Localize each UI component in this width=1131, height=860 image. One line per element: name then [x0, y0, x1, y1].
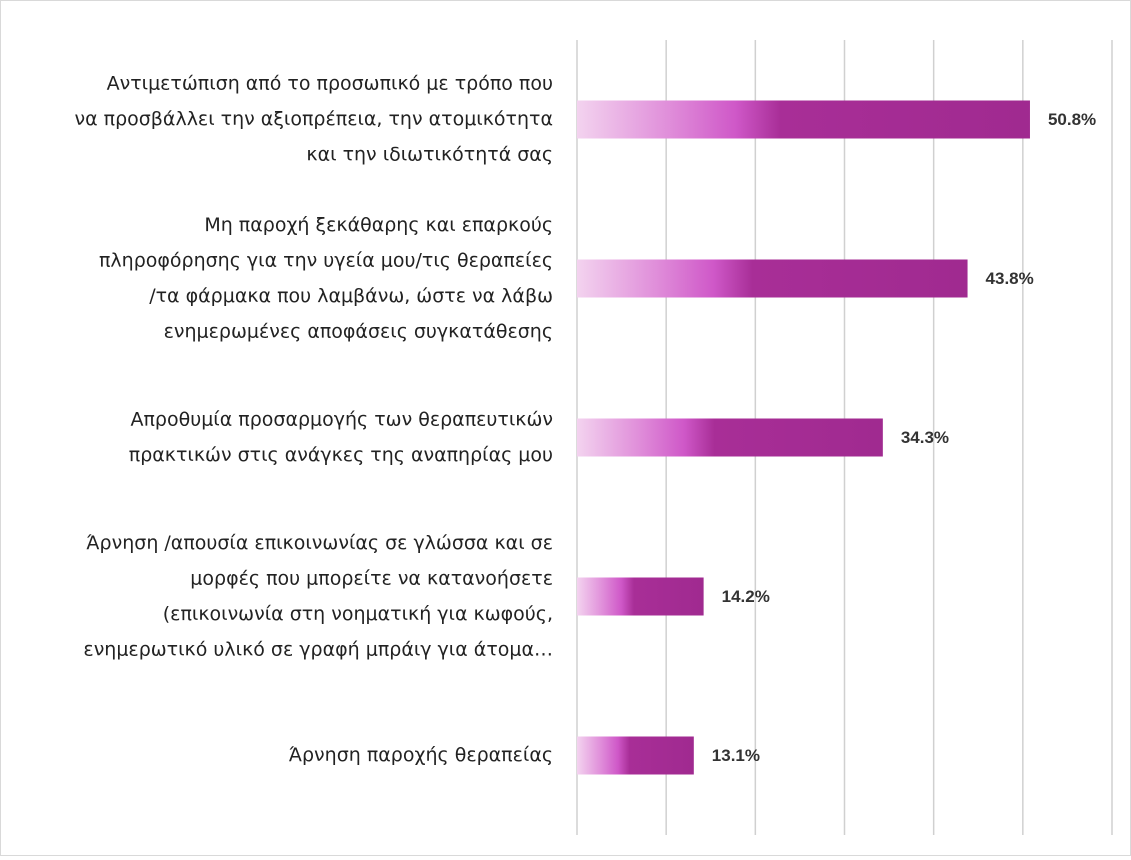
bar: [577, 259, 968, 298]
y-tick-label: και την ιδιωτικότητά σας: [306, 144, 553, 166]
data-label: 43.8%: [986, 269, 1034, 288]
y-tick-label: ενημερωτικό υλικό σε γραφή μπράιγ για άτ…: [83, 638, 553, 660]
y-tick-label: ενημερωμένες αποφάσεις συγκατάθεσης: [164, 320, 553, 342]
y-tick-label: μορφές που μπορείτε να κατανοήσετε: [190, 567, 553, 589]
data-label: 13.1%: [712, 746, 760, 765]
bar: [577, 100, 1030, 139]
y-tick-label: (επικοινωνία στη νοηματική για κωφούς,: [163, 603, 553, 625]
y-tick-label: πληροφόρησης για την υγεία μου/τις θεραπ…: [99, 249, 553, 271]
data-label: 34.3%: [901, 428, 949, 447]
y-tick-label: /τα φάρμακα που λαμβάνω, ώστε να λάβω: [149, 285, 553, 307]
y-tick-label: να προσβάλλει την αξιοπρέπεια, την ατομι…: [74, 108, 553, 130]
bar: [577, 736, 694, 775]
bar: [577, 577, 704, 616]
y-tick-label: Άρνηση παροχής θεραπείας: [289, 744, 553, 766]
y-tick-label: Μη παροχή ξεκάθαρης και επαρκούς: [204, 214, 553, 236]
data-label: 50.8%: [1048, 110, 1096, 129]
y-tick-label: Άρνηση /απουσία επικοινωνίας σε γλώσσα κ…: [86, 532, 553, 554]
y-tick-label: Αντιμετώπιση από το προσωπικό με τρόπο π…: [107, 73, 553, 95]
data-label: 14.2%: [722, 587, 770, 606]
y-tick-label: πρακτικών στις ανάγκες της αναπηρίας μου: [129, 444, 553, 466]
y-tick-label: Απροθυμία προσαρμογής των θεραπευτικών: [130, 408, 553, 430]
bar: [577, 418, 883, 457]
